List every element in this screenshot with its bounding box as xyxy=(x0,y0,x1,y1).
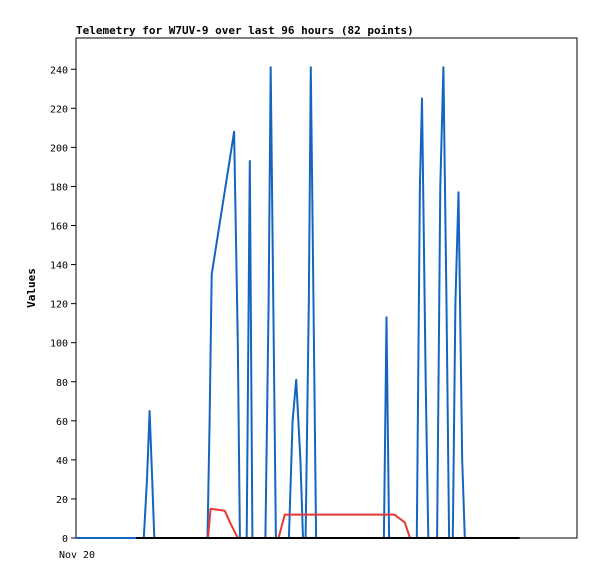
y-tick-label: 180 xyxy=(50,182,68,193)
y-tick-label: 0 xyxy=(62,534,68,545)
series-line-2 xyxy=(136,507,520,539)
y-tick-label: 240 xyxy=(50,65,68,76)
y-axis-ticks: 0 20 40 60 80 100 120 140 160 180 200 220 240 xyxy=(50,65,76,545)
y-tick-label: 220 xyxy=(50,104,68,115)
y-tick-label: 140 xyxy=(50,261,68,272)
y-tick-label: 60 xyxy=(56,417,68,428)
series-line-1 xyxy=(76,66,520,539)
x-tick-label: Nov 20 xyxy=(59,550,95,561)
series-layer xyxy=(76,66,520,539)
y-tick-label: 20 xyxy=(56,495,68,506)
y-tick-label: 40 xyxy=(56,456,68,467)
y-tick-label: 200 xyxy=(50,143,68,154)
y-tick-label: 160 xyxy=(50,222,68,233)
y-tick-label: 120 xyxy=(50,300,68,311)
y-tick-label: 80 xyxy=(56,378,68,389)
chart-title: Telemetry for W7UV-9 over last 96 hours … xyxy=(76,24,414,37)
y-tick-label: 100 xyxy=(50,339,68,350)
y-axis-label: Values xyxy=(25,268,38,308)
